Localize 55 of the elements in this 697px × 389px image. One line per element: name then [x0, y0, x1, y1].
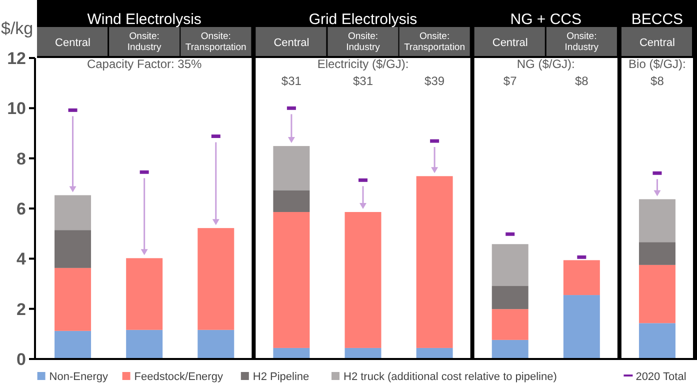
text: NG + CCS	[510, 11, 582, 28]
annotation: $39	[424, 74, 445, 88]
bar	[126, 258, 163, 330]
annotation: $8	[574, 74, 589, 88]
bar	[563, 295, 600, 359]
text: Grid Electrolysis	[308, 11, 418, 28]
annotation: Electricity ($/GJ):	[317, 57, 409, 71]
annotation: $8	[650, 74, 664, 88]
x-tick-label: Onsite: Transportation	[185, 31, 246, 53]
bar	[273, 146, 310, 190]
x-tick-label: Onsite: Industry	[127, 31, 162, 53]
bar	[492, 340, 528, 359]
y-tick-label: 2	[16, 300, 26, 319]
legend-label: 2020 Total	[636, 371, 686, 383]
bar	[492, 309, 528, 340]
legend-label: H2 Pipeline	[252, 371, 310, 383]
y-tick-label: 8	[16, 149, 26, 168]
legend-label: Non-Energy	[49, 371, 108, 383]
bar	[273, 348, 310, 359]
bar	[54, 330, 92, 359]
x-tick-label: Central	[639, 37, 675, 49]
y-tick-label: 12	[7, 49, 26, 68]
x-tick-label: Central	[274, 37, 310, 49]
bar	[54, 230, 92, 268]
x-tick-label: Central	[55, 37, 91, 49]
annotation: Capacity Factor: 35%	[86, 57, 202, 71]
bar	[638, 199, 676, 242]
text: BECCS	[631, 11, 684, 28]
bar	[563, 260, 600, 296]
annotation: $7	[503, 74, 518, 88]
bar	[273, 212, 310, 348]
annotation: $31	[281, 74, 302, 88]
x-tick-label: Onsite: Industry	[346, 31, 380, 53]
annotation: $31	[352, 74, 374, 88]
legend-label: H2 truck (additional cost relative to pipeline)	[344, 371, 557, 383]
y-axis-title: $/kg	[1, 19, 34, 38]
annotation: Bio ($/GJ):	[628, 57, 686, 71]
x-tick-label: Onsite: Transportation	[404, 31, 466, 53]
y-tick-label: 4	[16, 250, 27, 269]
x-tick-label: Central	[492, 37, 528, 49]
y-tick-label: 10	[7, 99, 26, 118]
x-tick-label: Onsite: Industry	[564, 31, 599, 53]
annotation: NG ($/GJ):	[516, 57, 575, 71]
bar	[54, 268, 92, 331]
bar	[492, 286, 528, 310]
legend-label: Feedstock/Energy	[134, 371, 224, 383]
y-tick-label: 6	[16, 200, 26, 218]
bar	[344, 212, 382, 348]
text: Wind Electrolysis	[87, 11, 202, 28]
bar	[126, 330, 163, 359]
bar	[54, 195, 92, 230]
bar	[638, 242, 676, 265]
y-tick-label: 0	[16, 350, 26, 369]
bar	[492, 244, 528, 286]
bar	[273, 190, 310, 212]
